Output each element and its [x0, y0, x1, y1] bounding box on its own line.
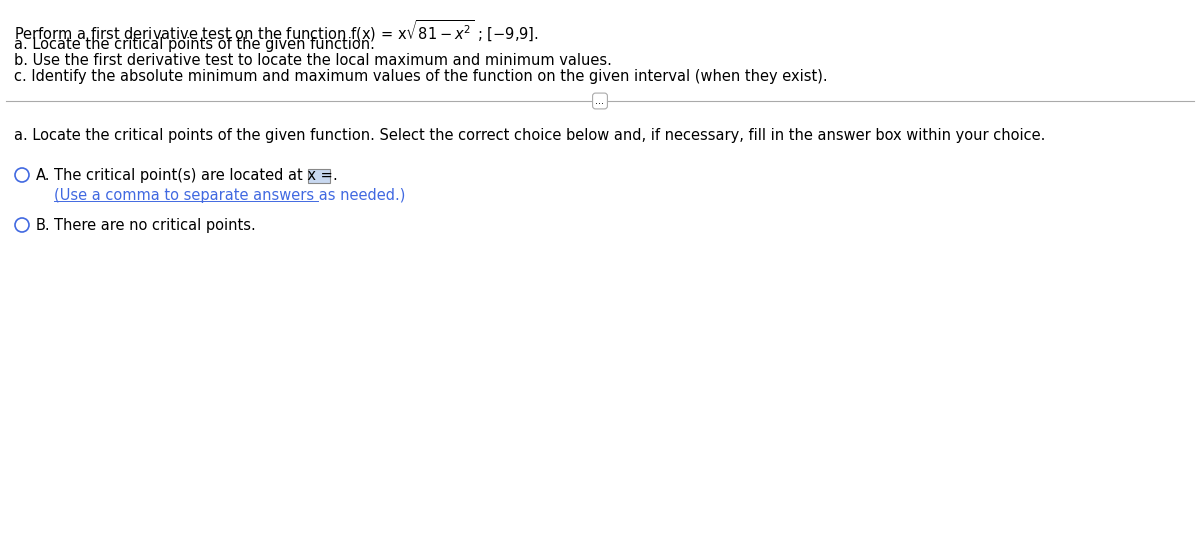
- Point: [47, 198, 61, 204]
- Point: [311, 198, 325, 204]
- FancyBboxPatch shape: [308, 169, 330, 183]
- Text: There are no critical points.: There are no critical points.: [54, 218, 256, 233]
- Text: c. Identify the absolute minimum and maximum values of the function on the given: c. Identify the absolute minimum and max…: [14, 69, 828, 84]
- Text: ...: ...: [595, 96, 605, 106]
- Text: a. Locate the critical points of the given function. Select the correct choice b: a. Locate the critical points of the giv…: [14, 128, 1045, 143]
- Text: .: .: [332, 168, 337, 183]
- Text: The critical point(s) are located at x =: The critical point(s) are located at x =: [54, 168, 337, 183]
- Text: a. Locate the critical points of the given function.: a. Locate the critical points of the giv…: [14, 37, 374, 52]
- Text: B.: B.: [36, 218, 50, 233]
- Text: b. Use the first derivative test to locate the local maximum and minimum values.: b. Use the first derivative test to loca…: [14, 53, 612, 68]
- Text: Perform a first derivative test on the function f(x) = x$\sqrt{81-x^2}$ ; [−9,9]: Perform a first derivative test on the f…: [14, 18, 539, 44]
- Text: A.: A.: [36, 168, 50, 183]
- Text: (Use a comma to separate answers as needed.): (Use a comma to separate answers as need…: [54, 188, 406, 203]
